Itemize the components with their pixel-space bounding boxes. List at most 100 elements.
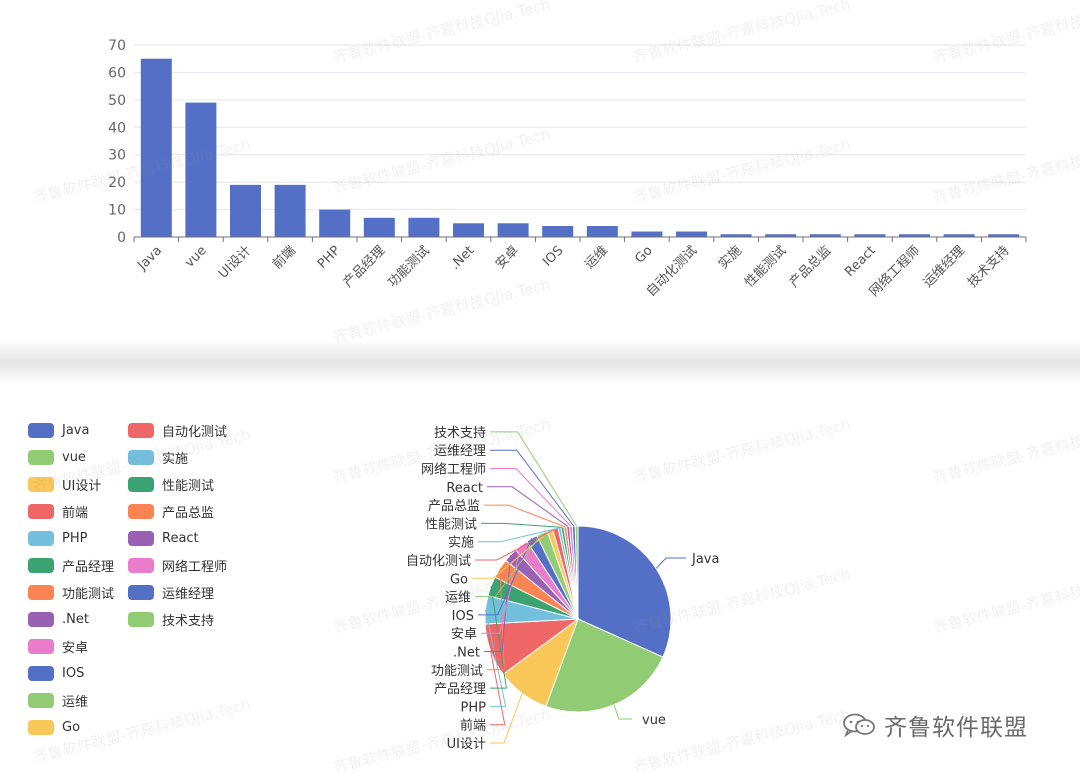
- bar-chart: 0 10 20 30 40 50 60 70 Java vue UI设计 前端 PHP产品经理功能测试.…: [108, 38, 1027, 300]
- legend-label: 实施: [162, 451, 189, 467]
- label-line: [478, 527, 560, 543]
- slice-label: Java: [691, 552, 719, 567]
- legend-item[interactable]: vue: [28, 447, 86, 467]
- x-tick-label: UI设计: [216, 243, 254, 281]
- label-line: [481, 545, 522, 634]
- bar[interactable]: [631, 231, 663, 237]
- label-line: [487, 568, 505, 671]
- slice-label: 实施: [448, 536, 474, 551]
- legend-label: vue: [62, 449, 86, 465]
- x-tick-label: 运维经理: [921, 243, 968, 290]
- bar[interactable]: [809, 234, 841, 237]
- legend-swatch: [128, 503, 154, 519]
- slice-label: PHP: [461, 700, 487, 715]
- bar[interactable]: [542, 226, 574, 237]
- bar[interactable]: [140, 58, 172, 237]
- legend-label: 前端: [62, 505, 89, 521]
- x-tick-label: 前端: [269, 243, 299, 273]
- bar[interactable]: [676, 231, 707, 237]
- legend-swatch: [128, 530, 154, 546]
- legend-swatch: [28, 692, 54, 708]
- legend-label: PHP: [62, 530, 88, 546]
- label-line: [490, 693, 523, 744]
- bar[interactable]: [765, 234, 797, 237]
- y-tick-label: 70: [108, 38, 126, 54]
- legend-swatch: [28, 530, 54, 546]
- bar[interactable]: [319, 209, 351, 237]
- legend-swatch: [28, 584, 54, 600]
- slice-label: 自动化测试: [406, 554, 471, 569]
- legend-item[interactable]: 产品经理: [28, 555, 114, 575]
- y-tick-label: 10: [108, 203, 126, 219]
- legend-label: 性能测试: [162, 478, 215, 494]
- bar[interactable]: [408, 217, 440, 237]
- legend-label: .Net: [62, 611, 89, 627]
- legend-swatch: [128, 611, 154, 627]
- slice-label: React: [446, 481, 483, 496]
- legend-item[interactable]: Go: [28, 717, 80, 737]
- bar[interactable]: [274, 184, 306, 237]
- x-tick-label: .Net: [448, 243, 478, 273]
- legend-item[interactable]: 实施: [128, 447, 188, 467]
- bar[interactable]: [453, 223, 484, 237]
- x-tick-label: IOS: [540, 243, 566, 269]
- x-tick-label: Java: [134, 243, 165, 274]
- legend-swatch: [28, 665, 54, 681]
- legend-item[interactable]: 网络工程师: [128, 555, 227, 575]
- legend-item[interactable]: PHP: [28, 528, 87, 548]
- legend-item[interactable]: 功能测试: [28, 582, 114, 602]
- slice-label: .Net: [453, 646, 480, 661]
- slice-label: IOS: [452, 609, 474, 624]
- label-line: [490, 468, 572, 527]
- bar[interactable]: [363, 217, 395, 237]
- legend-item[interactable]: React: [128, 528, 199, 548]
- slice-label: vue: [642, 713, 666, 728]
- bar[interactable]: [943, 234, 975, 237]
- pie-slice[interactable]: [574, 525, 579, 620]
- legend-item[interactable]: 运维经理: [128, 582, 214, 602]
- legend-item[interactable]: UI设计: [28, 474, 101, 494]
- legend-label: 运维: [62, 694, 89, 710]
- y-tick-label: 50: [108, 93, 126, 109]
- legend-item[interactable]: Java: [28, 420, 89, 440]
- legend-item[interactable]: IOS: [28, 663, 84, 683]
- legend-item[interactable]: 自动化测试: [128, 420, 227, 440]
- legend-label: 功能测试: [62, 586, 115, 602]
- legend-label: Java: [62, 422, 90, 438]
- label-line: [613, 704, 632, 720]
- legend-item[interactable]: 技术支持: [128, 609, 214, 629]
- bar[interactable]: [185, 102, 217, 237]
- legend-label: 自动化测试: [162, 424, 228, 440]
- bar[interactable]: [899, 234, 930, 237]
- slice-label: 运维: [445, 591, 471, 606]
- label-line: [484, 609, 507, 707]
- bar[interactable]: [497, 223, 529, 237]
- pie-chart: Java vue UI设计 前端 PHP 产品经理 功能测试 .Net 安卓 IOS 运维 Go 自动化…: [406, 426, 719, 752]
- wechat-icon: [843, 713, 875, 737]
- legend-item[interactable]: 性能测试: [128, 474, 214, 494]
- label-line: [481, 522, 563, 528]
- x-tick-label: vue: [182, 243, 210, 271]
- label-line: [475, 532, 543, 598]
- legend-swatch: [28, 503, 54, 519]
- legend-swatch: [28, 476, 54, 492]
- legend-item[interactable]: 运维: [28, 690, 88, 710]
- legend-swatch: [28, 557, 54, 573]
- bar[interactable]: [230, 184, 261, 237]
- bar[interactable]: [854, 234, 886, 237]
- bar[interactable]: [586, 226, 618, 237]
- legend-swatch: [28, 449, 54, 465]
- label-line: [489, 650, 506, 726]
- x-tick-label: Go: [632, 243, 655, 266]
- x-tick-label: 产品总监: [787, 243, 834, 290]
- x-tick-label: React: [842, 243, 879, 280]
- legend-label: 技术支持: [162, 613, 215, 629]
- legend-item[interactable]: 前端: [28, 501, 88, 521]
- legend-item[interactable]: 安卓: [28, 636, 88, 656]
- label-line: [655, 557, 686, 569]
- x-tick-label: 安卓: [493, 243, 522, 272]
- legend-item[interactable]: .Net: [28, 609, 89, 629]
- bar[interactable]: [988, 234, 1020, 237]
- bar[interactable]: [720, 234, 752, 237]
- legend-item[interactable]: 产品总监: [128, 501, 214, 521]
